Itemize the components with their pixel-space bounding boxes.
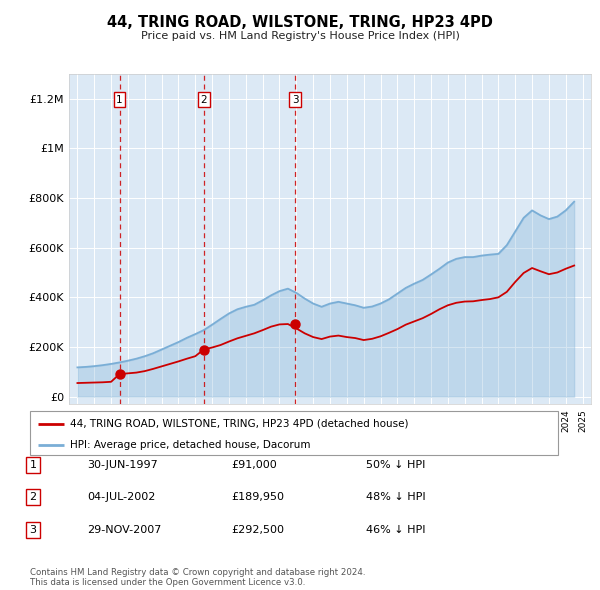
FancyBboxPatch shape bbox=[30, 411, 558, 455]
Text: 3: 3 bbox=[292, 95, 298, 105]
Text: 2: 2 bbox=[200, 95, 207, 105]
Text: Price paid vs. HM Land Registry's House Price Index (HPI): Price paid vs. HM Land Registry's House … bbox=[140, 31, 460, 41]
Text: 50% ↓ HPI: 50% ↓ HPI bbox=[366, 460, 425, 470]
Text: 3: 3 bbox=[29, 525, 37, 535]
Text: 29-NOV-2007: 29-NOV-2007 bbox=[87, 525, 161, 535]
Text: 44, TRING ROAD, WILSTONE, TRING, HP23 4PD: 44, TRING ROAD, WILSTONE, TRING, HP23 4P… bbox=[107, 15, 493, 30]
Text: £189,950: £189,950 bbox=[231, 492, 284, 502]
Text: 2: 2 bbox=[29, 492, 37, 502]
Text: 30-JUN-1997: 30-JUN-1997 bbox=[87, 460, 158, 470]
Text: 46% ↓ HPI: 46% ↓ HPI bbox=[366, 525, 425, 535]
Text: 04-JUL-2002: 04-JUL-2002 bbox=[87, 492, 155, 502]
Text: Contains HM Land Registry data © Crown copyright and database right 2024.
This d: Contains HM Land Registry data © Crown c… bbox=[30, 568, 365, 587]
Text: 48% ↓ HPI: 48% ↓ HPI bbox=[366, 492, 425, 502]
Text: 1: 1 bbox=[116, 95, 123, 105]
Text: £91,000: £91,000 bbox=[231, 460, 277, 470]
Text: 44, TRING ROAD, WILSTONE, TRING, HP23 4PD (detached house): 44, TRING ROAD, WILSTONE, TRING, HP23 4P… bbox=[70, 419, 408, 428]
Text: £292,500: £292,500 bbox=[231, 525, 284, 535]
Text: HPI: Average price, detached house, Dacorum: HPI: Average price, detached house, Daco… bbox=[70, 440, 310, 450]
Text: 1: 1 bbox=[29, 460, 37, 470]
